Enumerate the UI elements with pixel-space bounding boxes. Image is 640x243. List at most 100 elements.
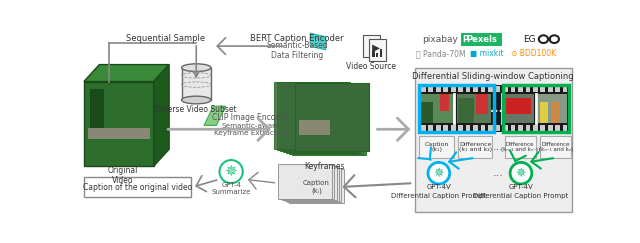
FancyBboxPatch shape: [182, 68, 211, 100]
FancyBboxPatch shape: [473, 125, 478, 131]
FancyBboxPatch shape: [376, 53, 378, 57]
FancyBboxPatch shape: [418, 85, 569, 132]
FancyBboxPatch shape: [444, 86, 448, 92]
FancyBboxPatch shape: [538, 94, 568, 123]
Polygon shape: [204, 106, 226, 125]
FancyBboxPatch shape: [461, 33, 502, 46]
FancyBboxPatch shape: [488, 125, 493, 131]
FancyBboxPatch shape: [458, 136, 492, 158]
FancyBboxPatch shape: [283, 84, 356, 152]
FancyBboxPatch shape: [428, 86, 433, 92]
FancyBboxPatch shape: [280, 83, 353, 151]
FancyBboxPatch shape: [533, 86, 538, 92]
Text: GPT-4
Summarize: GPT-4 Summarize: [211, 182, 251, 195]
FancyBboxPatch shape: [506, 98, 531, 114]
FancyBboxPatch shape: [503, 86, 508, 92]
FancyBboxPatch shape: [421, 125, 426, 131]
FancyBboxPatch shape: [495, 125, 500, 131]
Text: Pexels: Pexels: [466, 35, 497, 44]
Text: ✵: ✵: [225, 164, 237, 179]
FancyBboxPatch shape: [285, 167, 339, 201]
Text: BERT Caption Encoder: BERT Caption Encoder: [250, 34, 344, 43]
Polygon shape: [310, 33, 326, 50]
FancyBboxPatch shape: [551, 102, 559, 123]
FancyBboxPatch shape: [540, 86, 545, 92]
Text: Difference
(k₁ and k₂): Difference (k₁ and k₂): [459, 142, 492, 152]
Text: Differential Caption Prompt: Differential Caption Prompt: [391, 193, 486, 199]
Circle shape: [510, 162, 532, 184]
FancyBboxPatch shape: [292, 87, 366, 155]
Text: ...: ...: [492, 142, 503, 152]
FancyBboxPatch shape: [421, 102, 433, 123]
Text: Differential Caption Prompt: Differential Caption Prompt: [474, 193, 568, 199]
FancyBboxPatch shape: [505, 94, 534, 123]
FancyBboxPatch shape: [289, 86, 363, 154]
Text: Caption
(kᵢ): Caption (kᵢ): [303, 180, 330, 194]
FancyBboxPatch shape: [505, 136, 536, 158]
FancyBboxPatch shape: [511, 86, 515, 92]
FancyBboxPatch shape: [533, 125, 538, 131]
Ellipse shape: [182, 96, 211, 104]
Polygon shape: [154, 65, 169, 166]
FancyBboxPatch shape: [466, 125, 470, 131]
FancyBboxPatch shape: [466, 86, 470, 92]
Text: Difference
(kₙ₋₂ and kₙ₋₁): Difference (kₙ₋₂ and kₙ₋₁): [500, 142, 540, 152]
Text: Original
Video: Original Video: [108, 166, 138, 185]
Text: Sequential Sample: Sequential Sample: [125, 34, 205, 43]
Text: P: P: [462, 35, 468, 44]
FancyBboxPatch shape: [481, 86, 485, 92]
Text: CLIP Image Encoder: CLIP Image Encoder: [212, 113, 289, 122]
FancyBboxPatch shape: [90, 89, 104, 128]
FancyBboxPatch shape: [556, 125, 560, 131]
Text: GPT-4V: GPT-4V: [426, 184, 451, 190]
FancyBboxPatch shape: [548, 86, 552, 92]
FancyBboxPatch shape: [280, 165, 334, 200]
Text: Caption
(k₁): Caption (k₁): [424, 142, 449, 152]
Text: Video Source: Video Source: [346, 62, 396, 71]
FancyBboxPatch shape: [436, 125, 440, 131]
FancyBboxPatch shape: [451, 86, 456, 92]
FancyBboxPatch shape: [525, 125, 530, 131]
Text: ✵: ✵: [433, 167, 444, 180]
FancyBboxPatch shape: [563, 86, 568, 92]
FancyBboxPatch shape: [556, 86, 560, 92]
FancyBboxPatch shape: [457, 94, 491, 123]
Text: Differential Sliding-window Captioning: Differential Sliding-window Captioning: [412, 72, 574, 81]
FancyBboxPatch shape: [84, 177, 191, 197]
FancyBboxPatch shape: [278, 164, 332, 199]
FancyBboxPatch shape: [458, 86, 463, 92]
FancyBboxPatch shape: [540, 136, 572, 158]
FancyBboxPatch shape: [421, 86, 426, 92]
FancyBboxPatch shape: [415, 68, 572, 212]
FancyBboxPatch shape: [282, 166, 337, 200]
FancyBboxPatch shape: [298, 120, 330, 135]
FancyBboxPatch shape: [419, 94, 454, 123]
FancyBboxPatch shape: [436, 86, 440, 92]
Text: EG: EG: [523, 35, 536, 44]
Text: Keyframes: Keyframes: [304, 162, 344, 171]
FancyBboxPatch shape: [503, 125, 508, 131]
FancyBboxPatch shape: [525, 86, 530, 92]
FancyBboxPatch shape: [518, 86, 523, 92]
FancyBboxPatch shape: [458, 125, 463, 131]
FancyBboxPatch shape: [363, 35, 380, 57]
FancyBboxPatch shape: [548, 125, 552, 131]
Polygon shape: [372, 44, 380, 52]
FancyBboxPatch shape: [277, 82, 351, 150]
Circle shape: [428, 162, 450, 184]
Ellipse shape: [182, 64, 211, 71]
Text: pixabay: pixabay: [422, 35, 458, 44]
FancyBboxPatch shape: [286, 85, 360, 153]
Text: Caption of the original video: Caption of the original video: [83, 182, 192, 191]
Text: Semantic-aware
Keyframe Extraction: Semantic-aware Keyframe Extraction: [214, 123, 287, 136]
FancyBboxPatch shape: [380, 49, 382, 57]
FancyBboxPatch shape: [458, 98, 474, 123]
FancyBboxPatch shape: [518, 125, 523, 131]
FancyBboxPatch shape: [369, 39, 386, 61]
FancyBboxPatch shape: [419, 136, 454, 158]
Text: ...: ...: [490, 102, 504, 115]
FancyBboxPatch shape: [287, 168, 341, 202]
Text: Difference
(kₙ₋₁ and kₙ): Difference (kₙ₋₁ and kₙ): [539, 142, 573, 152]
Text: ✵: ✵: [516, 167, 526, 180]
Text: ■ mixkit: ■ mixkit: [470, 49, 504, 58]
